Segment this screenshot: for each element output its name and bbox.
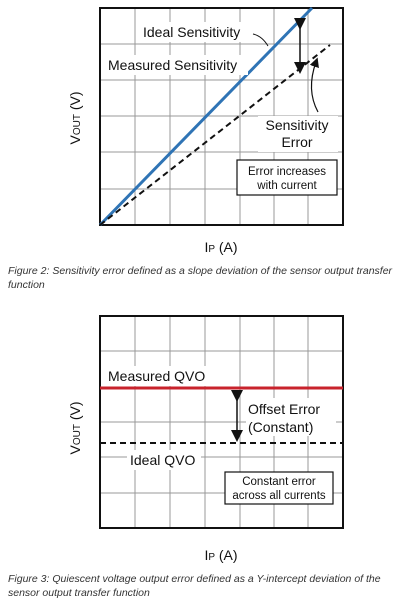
y-axis-label: VOUT (V) — [67, 401, 83, 454]
caption: Figure 3: Quiescent voltage output error… — [8, 573, 381, 599]
label-bg — [140, 22, 252, 42]
label-bg — [106, 366, 214, 386]
offset-label: Offset Error — [248, 401, 320, 417]
error-label: Error — [281, 134, 312, 150]
y-axis-label: VOUT (V) — [67, 91, 83, 144]
note: Constant error — [242, 476, 316, 488]
label-bg — [127, 450, 201, 470]
caption: Figure 2: Sensitivity error defined as a… — [8, 265, 393, 291]
note: with current — [256, 180, 317, 192]
note: Error increases — [248, 166, 326, 178]
plot-frame — [99, 315, 344, 529]
x-axis-label: IP (A) — [204, 239, 237, 255]
offset-label: (Constant) — [248, 419, 313, 435]
ideal-label: Ideal QVO — [130, 452, 195, 468]
label-bg — [258, 116, 338, 152]
label-bg — [246, 398, 336, 436]
measured-label: Measured Sensitivity — [108, 57, 237, 73]
pointer-arrow — [309, 57, 319, 113]
note-box — [224, 471, 334, 505]
x-axis-label: IP (A) — [204, 547, 237, 563]
note-box — [236, 159, 338, 196]
note: across all currents — [232, 490, 326, 502]
measured-label: Measured QVO — [108, 368, 205, 384]
label-bg — [106, 55, 248, 75]
measured-line — [98, 6, 314, 227]
plot-frame — [99, 7, 344, 226]
error-label: Sensitivity — [265, 117, 328, 133]
pointer-line — [252, 33, 269, 47]
ideal-label: Ideal Sensitivity — [143, 24, 240, 40]
ideal-line — [99, 44, 331, 226]
